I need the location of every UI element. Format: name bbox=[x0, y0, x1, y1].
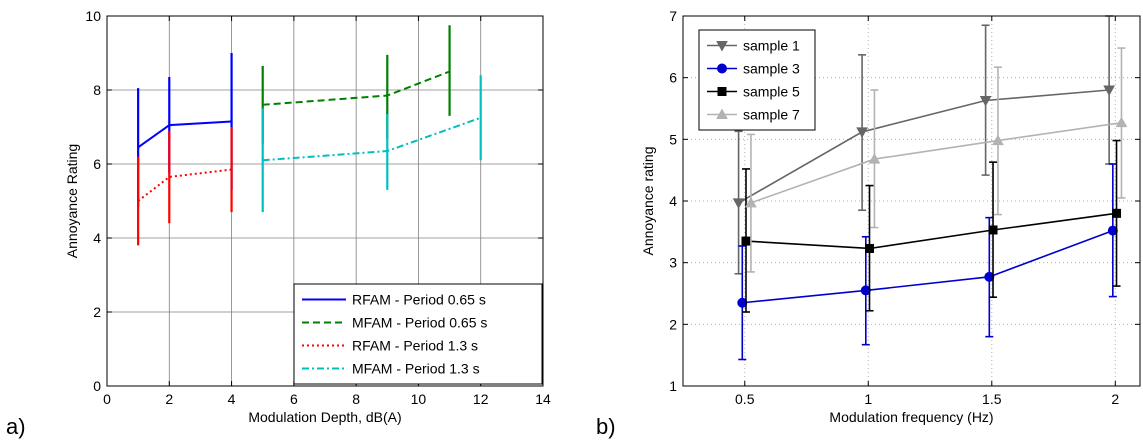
legend-label-3: RFAM - Period 1.3 s bbox=[352, 338, 478, 354]
legend-label-2: MFAM - Period 0.65 s bbox=[352, 315, 487, 331]
y-tick-label: 8 bbox=[93, 82, 101, 98]
data-point bbox=[1115, 116, 1128, 128]
data-point bbox=[745, 196, 757, 208]
data-point bbox=[988, 225, 998, 235]
data-point bbox=[868, 153, 881, 164]
legend-marker bbox=[717, 63, 727, 74]
y-axis-label: Annoyance rating bbox=[640, 147, 656, 256]
x-tick-label: 1 bbox=[864, 391, 872, 407]
legend-label-4: sample 7 bbox=[743, 107, 800, 123]
x-tick-label: 2 bbox=[165, 391, 173, 407]
x-tick-label: 1.5 bbox=[982, 391, 1002, 407]
y-tick-label: 6 bbox=[93, 156, 101, 172]
legend-label-2: sample 3 bbox=[743, 61, 800, 77]
series-line-3 bbox=[745, 212, 1117, 250]
panel-a-letter: a) bbox=[6, 414, 26, 439]
legend-marker bbox=[716, 41, 728, 52]
x-axis-label: Modulation Depth, dB(A) bbox=[248, 409, 401, 425]
legend-label-4: MFAM - Period 1.3 s bbox=[352, 361, 480, 377]
data-point bbox=[741, 236, 751, 246]
x-tick-label: 2 bbox=[1111, 391, 1119, 407]
y-tick-label: 2 bbox=[669, 316, 677, 332]
legend-label-1: sample 1 bbox=[743, 38, 800, 54]
legend-label-1: RFAM - Period 0.65 s bbox=[352, 292, 486, 308]
y-tick-label: 2 bbox=[93, 304, 101, 320]
x-tick-label: 8 bbox=[352, 391, 360, 407]
y-tick-label: 6 bbox=[669, 70, 677, 86]
series-line-2 bbox=[742, 229, 1114, 304]
series-line-3 bbox=[137, 168, 232, 202]
legend-marker bbox=[716, 108, 728, 119]
series-line-4 bbox=[262, 116, 482, 162]
axes-frame bbox=[682, 15, 1141, 387]
y-tick-label: 4 bbox=[93, 230, 101, 246]
legend-box bbox=[698, 29, 816, 131]
y-tick-label: 1 bbox=[669, 378, 677, 394]
panel-b-letter: b) bbox=[596, 414, 616, 439]
y-tick-label: 0 bbox=[93, 378, 101, 394]
series-line-4 bbox=[750, 121, 1122, 204]
axes-frame bbox=[106, 15, 544, 387]
x-tick-label: 6 bbox=[290, 391, 298, 407]
data-point bbox=[856, 127, 868, 138]
series-line-1 bbox=[738, 89, 1110, 204]
data-point bbox=[732, 198, 745, 209]
x-tick-label: 12 bbox=[473, 391, 489, 407]
data-point bbox=[979, 95, 992, 107]
y-tick-label: 7 bbox=[669, 8, 677, 24]
x-axis-label: Modulation frequency (Hz) bbox=[829, 409, 993, 425]
y-tick-label: 3 bbox=[669, 255, 677, 271]
data-point bbox=[1103, 85, 1115, 97]
x-tick-label: 0 bbox=[103, 391, 111, 407]
y-tick-label: 5 bbox=[669, 131, 677, 147]
series-line-1 bbox=[137, 120, 232, 149]
y-tick-label: 10 bbox=[85, 8, 101, 24]
data-point bbox=[1112, 208, 1122, 218]
legend-box bbox=[293, 283, 543, 385]
legend-label-3: sample 5 bbox=[743, 84, 800, 100]
chart-a-modulation-depth: 0 2 4 6 8 10 12 14 0 2 4 6 8 10 Modulation Depth, dB(A… bbox=[64, 8, 551, 425]
data-point bbox=[992, 134, 1004, 146]
x-tick-label: 4 bbox=[228, 391, 236, 407]
x-tick-label: 0.5 bbox=[735, 391, 755, 407]
chart-b-modulation-frequency: 0.5 1 1.5 2 1 2 3 4 5 6 7 Modulation frequency (Hz)… bbox=[640, 8, 1141, 425]
x-tick-label: 10 bbox=[411, 391, 427, 407]
y-axis-label: Annoyance Rating bbox=[64, 144, 80, 258]
y-tick-label: 4 bbox=[669, 193, 677, 209]
data-point bbox=[865, 243, 875, 253]
x-tick-label: 14 bbox=[535, 391, 551, 407]
series-line-2 bbox=[262, 70, 450, 106]
legend-marker bbox=[717, 87, 727, 96]
